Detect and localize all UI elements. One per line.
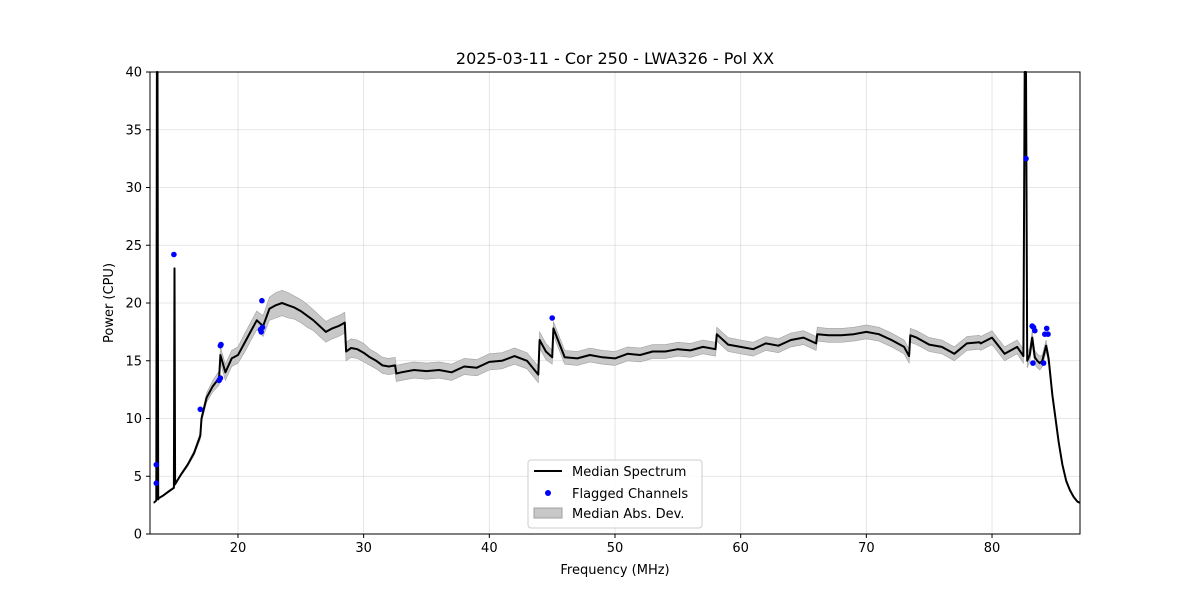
flagged-point (1040, 360, 1047, 366)
flagged-point (217, 375, 224, 381)
y-tick-label: 0 (134, 528, 142, 543)
y-tick-label: 10 (125, 412, 142, 427)
x-tick-label: 50 (607, 541, 624, 556)
legend-band-label: Median Abs. Dev. (572, 507, 684, 522)
flagged-point (153, 461, 160, 468)
y-tick-label: 5 (134, 470, 142, 485)
x-tick-label: 60 (732, 541, 749, 556)
legend-band-swatch-icon (533, 507, 563, 519)
y-axis-label: Power (CPU) (102, 263, 117, 343)
y-tick-label: 25 (125, 239, 142, 254)
median-spectrum-line (153, 71, 1081, 504)
x-tick-label: 40 (481, 541, 498, 556)
flagged-point (153, 480, 160, 487)
y-tick-label: 40 (125, 66, 142, 81)
chart-title: 2025-03-11 - Cor 250 - LWA326 - Pol XX (456, 49, 774, 68)
flagged-channels (153, 155, 1051, 487)
flagged-point (549, 315, 555, 321)
legend-flagged-label: Flagged Channels (572, 487, 688, 502)
x-axis-ticks: 20 30 40 50 60 70 80 (230, 534, 1001, 556)
legend-median-label: Median Spectrum (572, 465, 686, 480)
flagged-point (1030, 360, 1036, 366)
x-axis-label: Frequency (MHz) (560, 563, 669, 578)
y-tick-label: 30 (125, 181, 142, 196)
x-tick-label: 30 (355, 541, 372, 556)
median-line-path (153, 71, 1081, 504)
flagged-point (218, 341, 224, 348)
flagged-point (259, 324, 266, 331)
legend-box (527, 459, 703, 529)
flagged-point (1032, 327, 1038, 334)
x-tick-label: 70 (858, 541, 875, 556)
y-tick-label: 20 (125, 297, 142, 312)
flagged-point (1045, 331, 1051, 338)
flagged-point (258, 329, 265, 335)
y-axis-ticks: 0 5 10 15 20 25 30 35 40 (125, 66, 150, 543)
x-tick-label: 20 (230, 541, 247, 556)
legend: Median Spectrum Flagged Channels Median … (527, 459, 703, 529)
flagged-point (1043, 325, 1050, 332)
y-tick-label: 35 (125, 123, 142, 138)
legend-flagged-dot-icon (545, 490, 551, 496)
flagged-point (1023, 155, 1029, 162)
x-tick-label: 80 (984, 541, 1001, 556)
flagged-point (259, 297, 265, 304)
y-tick-label: 15 (125, 354, 142, 369)
flagged-point (197, 406, 204, 413)
flagged-point (171, 251, 177, 258)
